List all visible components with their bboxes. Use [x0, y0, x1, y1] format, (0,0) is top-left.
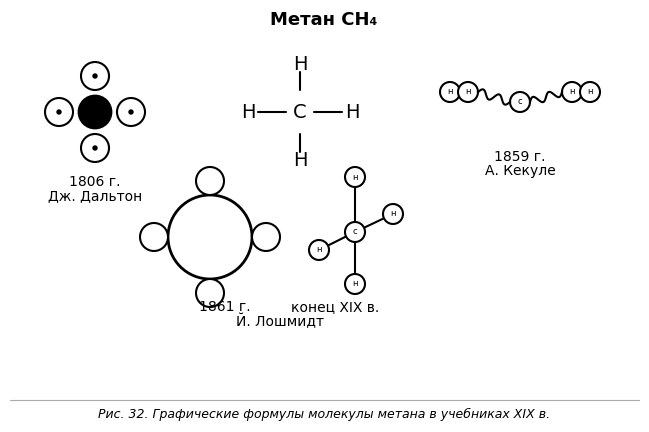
Text: А. Кекуле: А. Кекуле [485, 164, 556, 178]
Circle shape [510, 92, 530, 112]
Circle shape [93, 146, 97, 150]
Circle shape [45, 98, 73, 126]
Text: H: H [293, 150, 307, 169]
Text: с: с [518, 98, 522, 107]
Text: H: H [241, 102, 255, 121]
Circle shape [345, 167, 365, 187]
Circle shape [57, 110, 61, 114]
Text: н: н [587, 88, 593, 96]
Circle shape [562, 82, 582, 102]
Text: н: н [352, 280, 358, 289]
Text: с: с [352, 228, 358, 236]
Text: Дж. Дальтон: Дж. Дальтон [48, 189, 142, 203]
Circle shape [79, 96, 111, 128]
Circle shape [345, 222, 365, 242]
Circle shape [81, 62, 109, 90]
Text: Метан CH₄: Метан CH₄ [271, 11, 378, 29]
Circle shape [196, 279, 224, 307]
Text: 1806 г.: 1806 г. [69, 175, 121, 189]
Circle shape [93, 74, 97, 78]
Circle shape [309, 240, 329, 260]
Circle shape [458, 82, 478, 102]
Text: н: н [447, 88, 453, 96]
Text: H: H [293, 54, 307, 73]
Text: 1859 г.: 1859 г. [495, 150, 546, 164]
Circle shape [117, 98, 145, 126]
Circle shape [345, 274, 365, 294]
Circle shape [81, 134, 109, 162]
Circle shape [580, 82, 600, 102]
Text: Й. Лошмидт: Й. Лошмидт [236, 313, 324, 329]
Text: C: C [293, 102, 307, 121]
Text: н: н [569, 88, 575, 96]
Text: 1861 г.: 1861 г. [199, 300, 251, 314]
Text: н: н [390, 210, 396, 219]
Text: н: н [316, 245, 322, 254]
Text: H: H [345, 102, 360, 121]
Circle shape [196, 167, 224, 195]
Circle shape [140, 223, 168, 251]
Circle shape [252, 223, 280, 251]
Circle shape [383, 204, 403, 224]
Text: Рис. 32. Графические формулы молекулы метана в учебниках XIX в.: Рис. 32. Графические формулы молекулы ме… [98, 407, 550, 420]
Circle shape [168, 195, 252, 279]
Text: н: н [352, 172, 358, 181]
Circle shape [440, 82, 460, 102]
Circle shape [129, 110, 133, 114]
Text: конец XIX в.: конец XIX в. [291, 300, 379, 314]
Text: н: н [465, 88, 471, 96]
